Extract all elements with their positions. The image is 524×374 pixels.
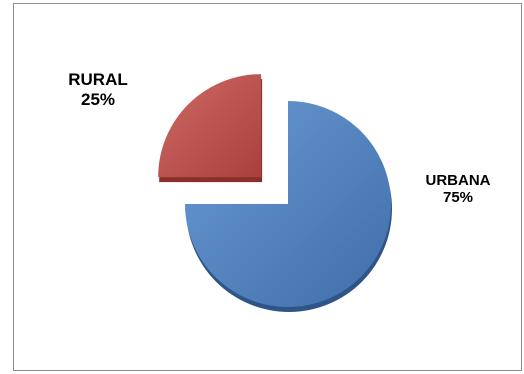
slice-label-urbana: URBANA 75% [426, 172, 491, 207]
pie-slice-urbana [185, 101, 391, 307]
slice-label-rural: RURAL 25% [68, 70, 128, 109]
slice-percent-urbana: 75% [442, 189, 474, 207]
slice-name-urbana: URBANA [425, 172, 491, 189]
slice-percent-rural: 25% [80, 89, 116, 109]
slice-name-rural: RURAL [68, 70, 128, 89]
pie-slice-rural [158, 74, 262, 178]
